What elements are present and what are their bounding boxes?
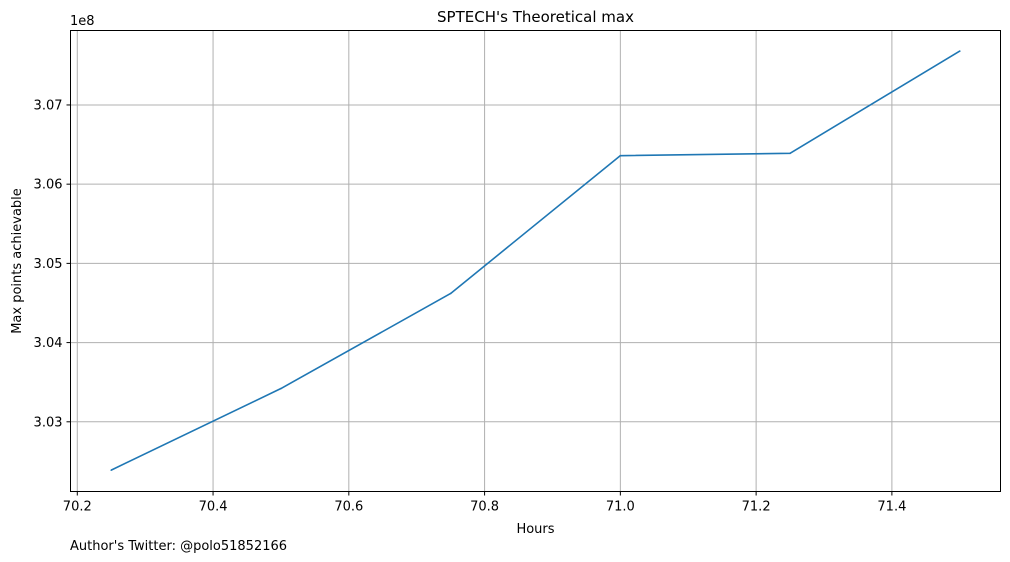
series-line [110,50,961,471]
data-point [449,292,452,295]
chart-title: SPTECH's Theoretical max [437,8,634,26]
x-axis-ticks: 70.2 70.4 70.6 70.8 71.0 71.2 71.4 [63,491,906,515]
x-tick-label: 71.2 [742,500,771,515]
y-tick-label: 3.06 [34,178,63,193]
data-series [110,50,961,471]
y-axis-ticks: 3.03 3.04 3.05 3.06 3.07 [34,98,71,430]
grid-lines [70,30,1001,492]
data-point [280,387,282,390]
y-tick-label: 3.03 [34,415,63,430]
x-tick-label: 70.2 [63,500,92,515]
y-axis-label: Max points achievable [10,188,25,334]
plot-frame [70,30,1001,492]
x-tick-label: 71.0 [606,500,635,515]
x-tick-label: 71.4 [877,500,906,515]
data-point [789,152,791,155]
x-axis-label: Hours [516,522,554,537]
x-tick-label: 70.6 [334,500,363,515]
author-credit: Author's Twitter: @polo51852166 [70,539,287,554]
data-point [958,50,961,52]
y-tick-label: 3.04 [34,336,63,351]
x-tick-label: 70.8 [470,500,499,515]
y-offset-label: 1e8 [70,14,95,29]
y-tick-label: 3.07 [34,98,63,113]
x-tick-label: 70.4 [199,500,228,515]
y-tick-label: 3.05 [34,257,63,272]
data-point [110,469,113,471]
data-point [619,154,622,157]
